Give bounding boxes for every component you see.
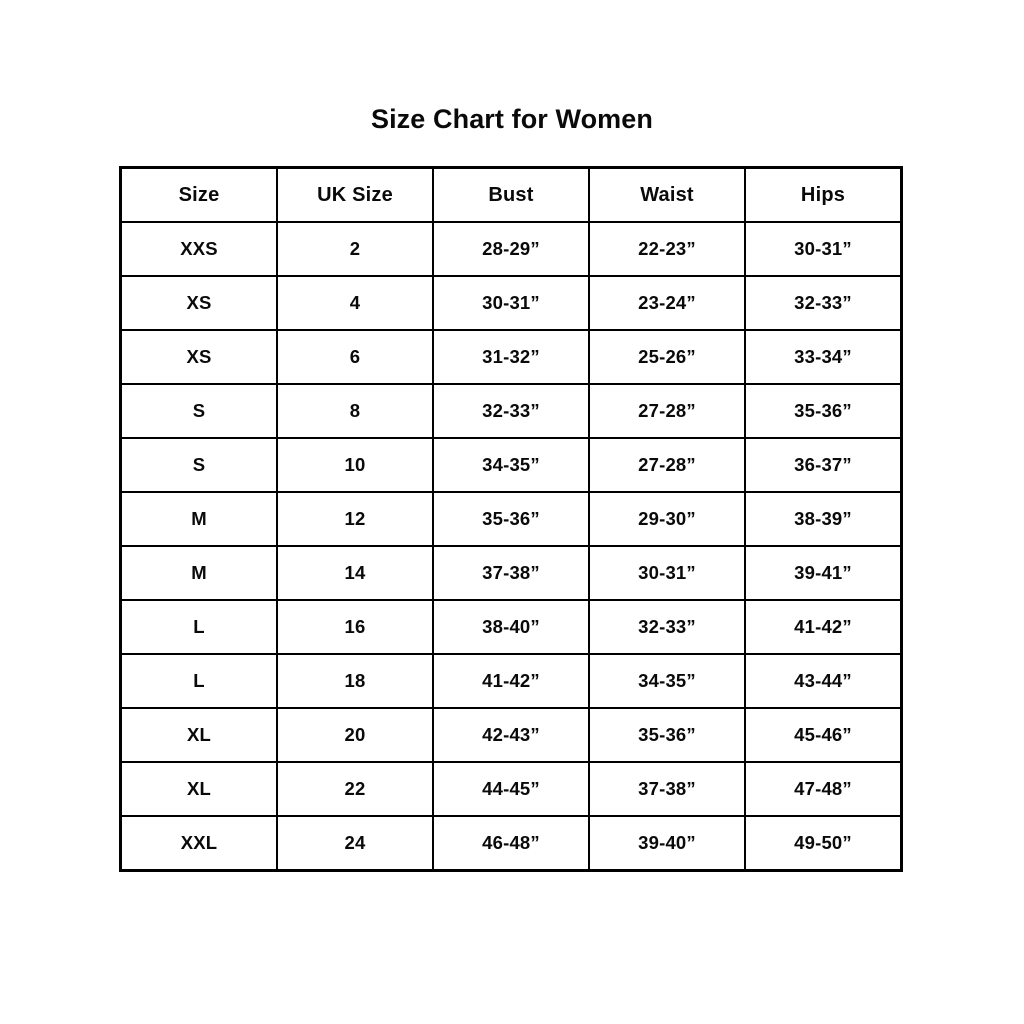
- cell-uk-size: 22: [276, 761, 434, 817]
- table-header: Size UK Size Bust Waist Hips: [120, 167, 902, 223]
- cell-bust: 41-42”: [432, 653, 590, 709]
- cell-uk-size: 10: [276, 437, 434, 493]
- cell-size: S: [120, 437, 278, 493]
- cell-size: XL: [120, 707, 278, 763]
- cell-size: XXL: [120, 815, 278, 871]
- cell-hips: 45-46”: [744, 707, 902, 763]
- table-row: XS 6 31-32” 25-26” 33-34”: [120, 329, 902, 385]
- table-row: L 18 41-42” 34-35” 43-44”: [120, 653, 902, 709]
- cell-bust: 46-48”: [432, 815, 590, 871]
- cell-waist: 35-36”: [588, 707, 746, 763]
- table-row: XL 22 44-45” 37-38” 47-48”: [120, 761, 902, 817]
- cell-uk-size: 20: [276, 707, 434, 763]
- cell-bust: 44-45”: [432, 761, 590, 817]
- table-body: XXS 2 28-29” 22-23” 30-31” XS 4 30-31” 23-24” 32-…: [120, 221, 902, 871]
- cell-uk-size: 8: [276, 383, 434, 439]
- table-row: L 16 38-40” 32-33” 41-42”: [120, 599, 902, 655]
- cell-waist: 27-28”: [588, 383, 746, 439]
- cell-uk-size: 14: [276, 545, 434, 601]
- column-header-hips: Hips: [744, 167, 902, 223]
- cell-waist: 30-31”: [588, 545, 746, 601]
- cell-size: XS: [120, 329, 278, 385]
- cell-waist: 29-30”: [588, 491, 746, 547]
- cell-bust: 34-35”: [432, 437, 590, 493]
- column-header-bust: Bust: [432, 167, 590, 223]
- table-row: M 12 35-36” 29-30” 38-39”: [120, 491, 902, 547]
- cell-waist: 23-24”: [588, 275, 746, 331]
- cell-bust: 31-32”: [432, 329, 590, 385]
- cell-size: S: [120, 383, 278, 439]
- cell-waist: 22-23”: [588, 221, 746, 277]
- cell-uk-size: 12: [276, 491, 434, 547]
- cell-uk-size: 6: [276, 329, 434, 385]
- cell-hips: 47-48”: [744, 761, 902, 817]
- page-title: Size Chart for Women: [370, 104, 654, 134]
- table-row: S 8 32-33” 27-28” 35-36”: [120, 383, 902, 439]
- cell-bust: 37-38”: [432, 545, 590, 601]
- cell-bust: 35-36”: [432, 491, 590, 547]
- cell-hips: 49-50”: [744, 815, 902, 871]
- cell-size: XXS: [120, 221, 278, 277]
- cell-waist: 39-40”: [588, 815, 746, 871]
- column-header-uk-size: UK Size: [276, 167, 434, 223]
- table-row: XXS 2 28-29” 22-23” 30-31”: [120, 221, 902, 277]
- cell-uk-size: 18: [276, 653, 434, 709]
- cell-bust: 30-31”: [432, 275, 590, 331]
- table-row: XS 4 30-31” 23-24” 32-33”: [120, 275, 902, 331]
- cell-hips: 30-31”: [744, 221, 902, 277]
- cell-waist: 34-35”: [588, 653, 746, 709]
- cell-uk-size: 24: [276, 815, 434, 871]
- cell-hips: 39-41”: [744, 545, 902, 601]
- cell-size: XS: [120, 275, 278, 331]
- cell-size: M: [120, 491, 278, 547]
- cell-size: M: [120, 545, 278, 601]
- cell-hips: 41-42”: [744, 599, 902, 655]
- cell-waist: 25-26”: [588, 329, 746, 385]
- cell-hips: 32-33”: [744, 275, 902, 331]
- cell-uk-size: 4: [276, 275, 434, 331]
- cell-bust: 28-29”: [432, 221, 590, 277]
- cell-hips: 38-39”: [744, 491, 902, 547]
- cell-waist: 27-28”: [588, 437, 746, 493]
- column-header-size: Size: [120, 167, 278, 223]
- cell-size: XL: [120, 761, 278, 817]
- cell-bust: 32-33”: [432, 383, 590, 439]
- column-header-waist: Waist: [588, 167, 746, 223]
- cell-hips: 36-37”: [744, 437, 902, 493]
- cell-uk-size: 2: [276, 221, 434, 277]
- table-row: M 14 37-38” 30-31” 39-41”: [120, 545, 902, 601]
- cell-uk-size: 16: [276, 599, 434, 655]
- size-chart-table: Size UK Size Bust Waist Hips XXS 2 28-29” 2…: [119, 166, 903, 872]
- cell-waist: 32-33”: [588, 599, 746, 655]
- cell-size: L: [120, 653, 278, 709]
- table-row: XXL 24 46-48” 39-40” 49-50”: [120, 815, 902, 871]
- table-row: S 10 34-35” 27-28” 36-37”: [120, 437, 902, 493]
- cell-waist: 37-38”: [588, 761, 746, 817]
- table-row: XL 20 42-43” 35-36” 45-46”: [120, 707, 902, 763]
- table-header-row: Size UK Size Bust Waist Hips: [120, 167, 902, 223]
- cell-size: L: [120, 599, 278, 655]
- cell-hips: 43-44”: [744, 653, 902, 709]
- cell-bust: 38-40”: [432, 599, 590, 655]
- cell-hips: 35-36”: [744, 383, 902, 439]
- cell-bust: 42-43”: [432, 707, 590, 763]
- cell-hips: 33-34”: [744, 329, 902, 385]
